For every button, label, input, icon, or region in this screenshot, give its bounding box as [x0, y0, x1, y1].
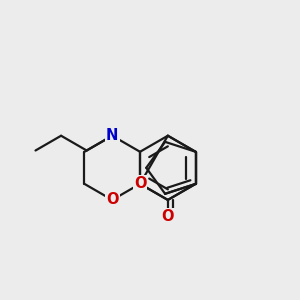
Text: O: O: [106, 192, 118, 207]
Text: O: O: [162, 209, 174, 224]
Text: N: N: [106, 128, 118, 143]
Text: O: O: [134, 176, 146, 191]
